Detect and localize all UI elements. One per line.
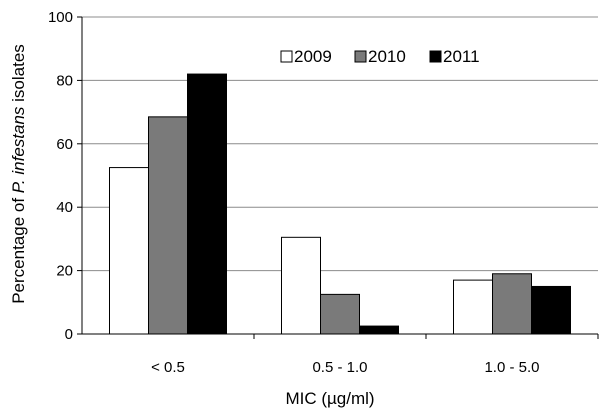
y-tick-label: 80 bbox=[56, 72, 73, 89]
x-tick-labels: < 0.5 0.5 - 1.0 1.0 - 5.0 bbox=[151, 359, 539, 376]
y-tick-label: 60 bbox=[56, 136, 73, 153]
bar-2010 bbox=[320, 293, 360, 335]
bar-2011 bbox=[187, 73, 227, 335]
legend: 2009 2010 2011 bbox=[280, 47, 480, 66]
bar-2009 bbox=[453, 279, 493, 335]
bar-2011 bbox=[359, 325, 399, 335]
bar-2009 bbox=[281, 236, 321, 335]
y-tick-label: 100 bbox=[48, 9, 73, 26]
x-tick-label: 0.5 - 1.0 bbox=[312, 359, 367, 376]
legend-swatch-2011 bbox=[429, 50, 442, 63]
bar-2009 bbox=[109, 167, 149, 335]
y-axis-title-part-1: Percentage of bbox=[9, 193, 28, 304]
y-tick-label: 0 bbox=[65, 326, 73, 343]
bar-2010 bbox=[148, 116, 188, 335]
legend-swatch-2010 bbox=[354, 50, 367, 63]
x-tick-label: 1.0 - 5.0 bbox=[484, 359, 539, 376]
y-axis-title-part-3: isolates bbox=[9, 44, 28, 106]
legend-label-2011: 2011 bbox=[443, 47, 480, 66]
legend-label-2010: 2010 bbox=[368, 47, 406, 66]
y-tick-label: 40 bbox=[56, 199, 73, 216]
axes bbox=[77, 16, 599, 339]
y-tick-labels: 0 20 40 60 80 100 bbox=[48, 9, 73, 343]
y-axis-title: Percentage of P. infestans isolates bbox=[9, 44, 28, 304]
legend-swatch-2009 bbox=[280, 50, 293, 63]
y-tick-label: 20 bbox=[56, 263, 73, 280]
x-tick-label: < 0.5 bbox=[151, 359, 185, 376]
bar-2011 bbox=[531, 285, 571, 335]
bars bbox=[109, 73, 571, 335]
legend-label-2009: 2009 bbox=[294, 47, 332, 66]
x-axis-title: MIC (µg/ml) bbox=[285, 389, 374, 408]
y-axis-title-species: P. infestans bbox=[9, 106, 28, 193]
bar-2010 bbox=[492, 273, 532, 335]
